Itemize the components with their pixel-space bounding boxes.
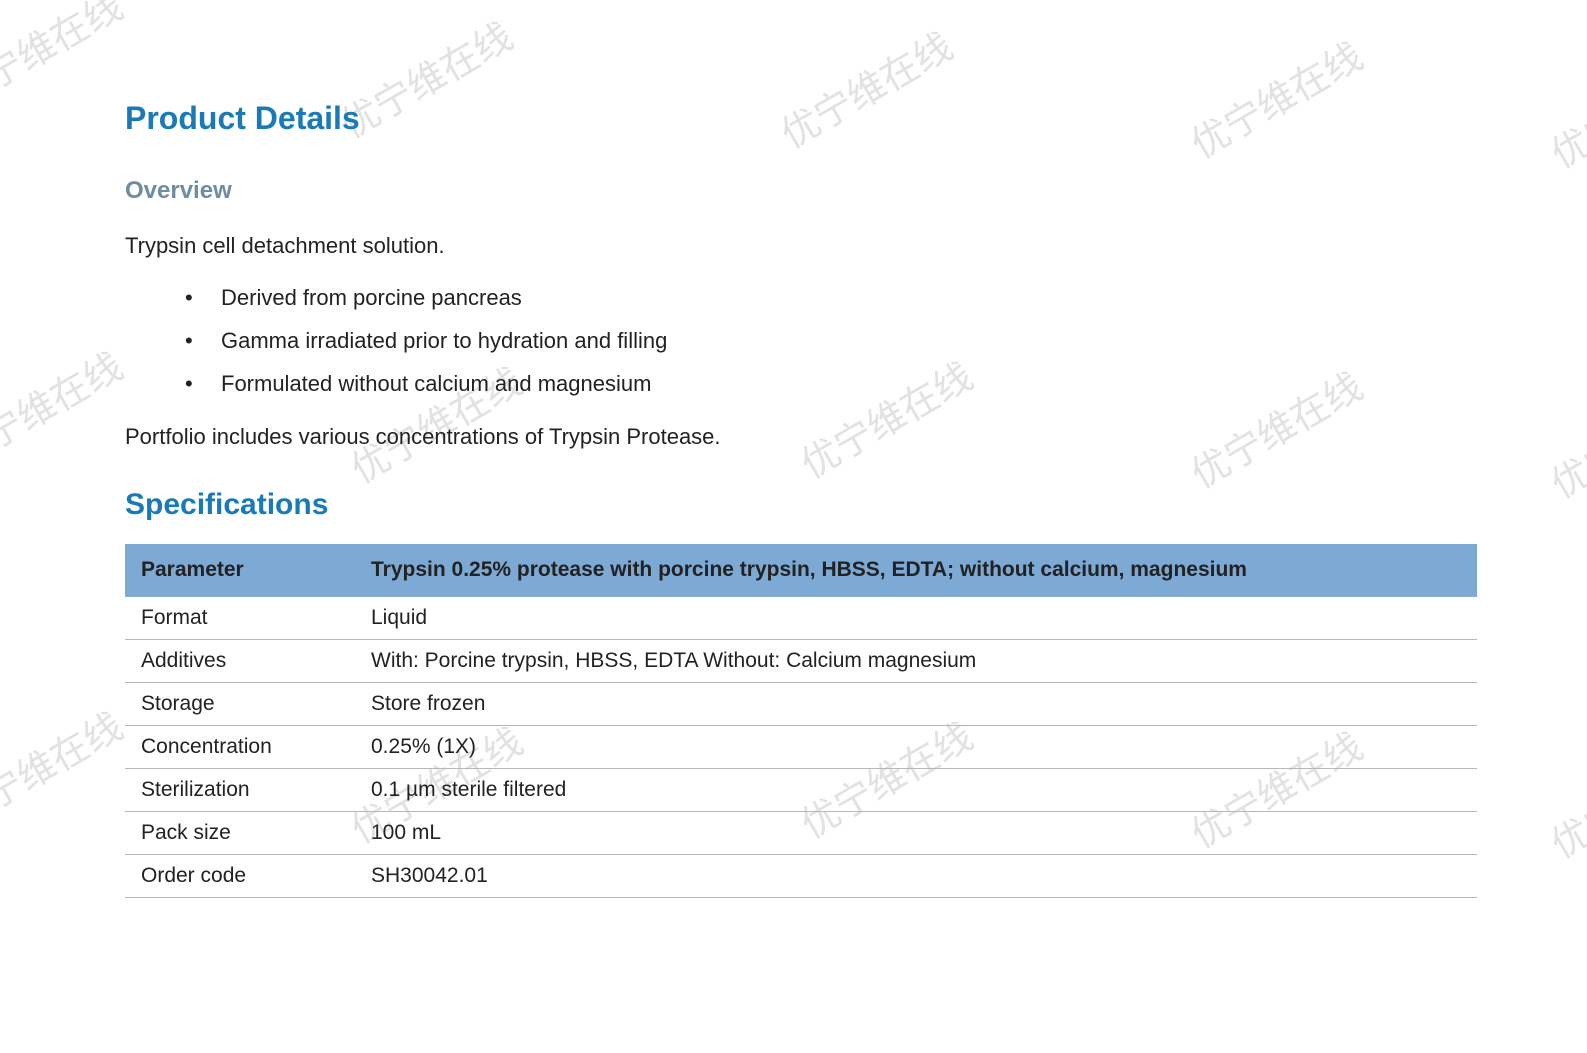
table-row: Concentration0.25% (1X) bbox=[125, 725, 1477, 768]
table-cell-value: Store frozen bbox=[355, 682, 1477, 725]
table-header-row: Parameter Trypsin 0.25% protease with po… bbox=[125, 544, 1477, 597]
specifications-heading: Specifications bbox=[125, 488, 1477, 522]
table-row: FormatLiquid bbox=[125, 596, 1477, 639]
table-row: Sterilization0.1 µm sterile filtered bbox=[125, 768, 1477, 811]
table-cell-parameter: Concentration bbox=[125, 725, 355, 768]
table-cell-parameter: Sterilization bbox=[125, 768, 355, 811]
overview-intro: Trypsin cell detachment solution. bbox=[125, 233, 1477, 259]
table-cell-value: 100 mL bbox=[355, 811, 1477, 854]
bullet-item: Gamma irradiated prior to hydration and … bbox=[185, 320, 1477, 363]
bullet-item: Derived from porcine pancreas bbox=[185, 277, 1477, 320]
table-cell-parameter: Format bbox=[125, 596, 355, 639]
table-cell-parameter: Storage bbox=[125, 682, 355, 725]
table-cell-parameter: Order code bbox=[125, 854, 355, 897]
specifications-table: Parameter Trypsin 0.25% protease with po… bbox=[125, 544, 1477, 898]
document-content: Product Details Overview Trypsin cell de… bbox=[0, 0, 1587, 898]
overview-bullets: Derived from porcine pancreas Gamma irra… bbox=[185, 277, 1477, 406]
product-details-heading: Product Details bbox=[125, 100, 1477, 137]
table-cell-value: 0.1 µm sterile filtered bbox=[355, 768, 1477, 811]
table-row: AdditivesWith: Porcine trypsin, HBSS, ED… bbox=[125, 639, 1477, 682]
table-cell-value: Liquid bbox=[355, 596, 1477, 639]
overview-heading: Overview bbox=[125, 177, 1477, 205]
table-header-value: Trypsin 0.25% protease with porcine tryp… bbox=[355, 544, 1477, 597]
table-header-parameter: Parameter bbox=[125, 544, 355, 597]
bullet-item: Formulated without calcium and magnesium bbox=[185, 363, 1477, 406]
table-cell-value: 0.25% (1X) bbox=[355, 725, 1477, 768]
table-cell-value: SH30042.01 bbox=[355, 854, 1477, 897]
table-row: Pack size100 mL bbox=[125, 811, 1477, 854]
table-row: Order codeSH30042.01 bbox=[125, 854, 1477, 897]
table-row: StorageStore frozen bbox=[125, 682, 1477, 725]
table-cell-parameter: Additives bbox=[125, 639, 355, 682]
table-cell-value: With: Porcine trypsin, HBSS, EDTA Withou… bbox=[355, 639, 1477, 682]
table-cell-parameter: Pack size bbox=[125, 811, 355, 854]
overview-outro: Portfolio includes various concentration… bbox=[125, 424, 1477, 450]
